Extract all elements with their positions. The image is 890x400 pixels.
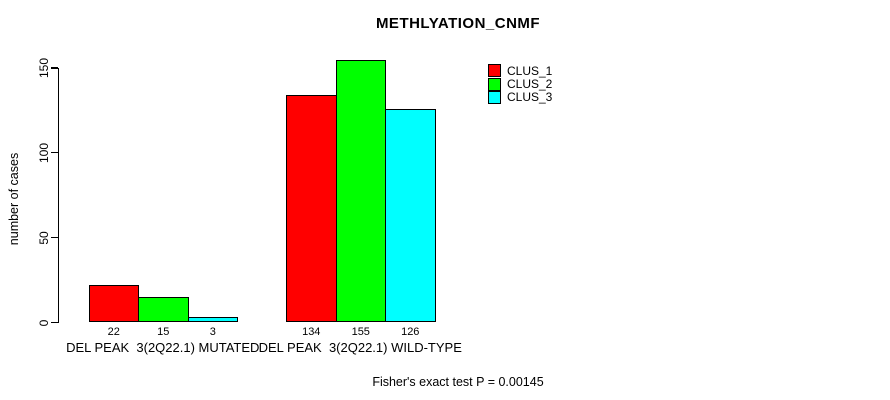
y-tick-label-150: 150 [37, 57, 51, 79]
y-tick-label-100: 100 [37, 142, 51, 163]
bar-value-label: 22 [107, 325, 120, 338]
bar-value-label: 3 [209, 325, 216, 338]
legend: CLUS_1 CLUS_2 CLUS_3 [488, 64, 552, 104]
y-tick-50 [51, 237, 58, 239]
bar-clus_3-wild_type [385, 108, 436, 323]
fisher-test-annotation: Fisher's exact test P = 0.00145 [372, 375, 544, 389]
legend-item-clus_1: CLUS_1 [488, 63, 553, 78]
bar-value-label: 134 [302, 325, 321, 338]
y-axis-line [58, 68, 60, 323]
legend-swatch-clus_3-icon [488, 90, 501, 104]
y-tick-label-0: 0 [37, 319, 51, 326]
y-tick-label-50: 50 [37, 230, 51, 245]
y-tick-0 [51, 321, 58, 324]
legend-label: CLUS_1 [507, 63, 553, 78]
x-category-label-0: DEL PEAK 3(2Q22.1) MUTATED [66, 340, 260, 355]
chart-title: METHLYATION_CNMF [375, 15, 541, 32]
legend-label: CLUS_3 [507, 90, 553, 105]
x-category-label-1: DEL PEAK 3(2Q22.1) WILD-TYPE [258, 340, 462, 355]
bar-clus_1-wild_type [286, 95, 337, 323]
bar-clus_1-mutated [88, 285, 139, 323]
bar-value-label: 15 [157, 325, 170, 338]
legend-swatch-clus_2-icon [488, 77, 501, 91]
bar-clus_2-mutated [138, 297, 189, 323]
y-tick-150 [51, 67, 58, 69]
legend-item-clus_3: CLUS_3 [488, 90, 553, 105]
y-tick-100 [51, 152, 58, 154]
bar-value-label: 126 [401, 325, 420, 338]
legend-swatch-clus_1-icon [488, 64, 501, 78]
bar-clus_3-mutated [187, 317, 238, 323]
bar-value-label: 155 [351, 325, 370, 338]
legend-item-clus_2: CLUS_2 [488, 77, 553, 92]
legend-label: CLUS_2 [507, 77, 553, 92]
y-axis-label: number of cases [7, 152, 21, 246]
bar-clus_2-wild_type [335, 59, 386, 323]
